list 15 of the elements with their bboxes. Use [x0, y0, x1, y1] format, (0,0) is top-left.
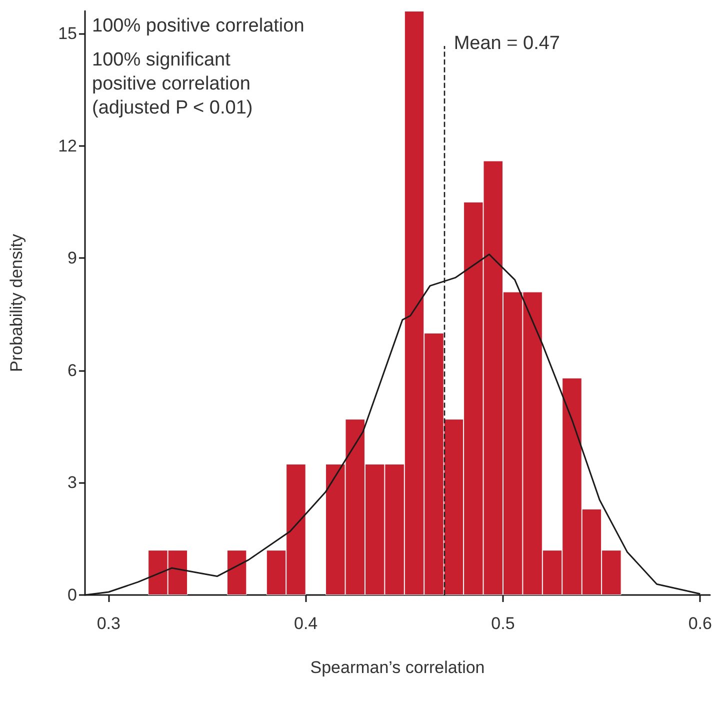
x-tick-label: 0.5: [491, 614, 515, 633]
y-tick-label: 6: [68, 360, 77, 380]
y-tick-label: 15: [58, 24, 77, 43]
annotation: 100% significant positive correlation (adjusted P < 0.01): [92, 50, 253, 118]
y-tick-label: 9: [68, 248, 77, 268]
y-tick-label: 3: [68, 473, 77, 492]
annotation: 100% positive correlation: [92, 16, 304, 36]
y-tick-label: 12: [58, 136, 77, 156]
y-axis-title: Probability density: [7, 234, 26, 372]
x-tick-label: 0.3: [96, 614, 120, 633]
x-axis-title: Spearman’s correlation: [310, 658, 485, 677]
x-tick-label: 0.4: [294, 614, 318, 633]
x-tick-label: 0.6: [688, 614, 712, 633]
y-tick-label: 0: [68, 586, 77, 604]
ref-line-label: Mean = 0.47: [454, 33, 560, 54]
